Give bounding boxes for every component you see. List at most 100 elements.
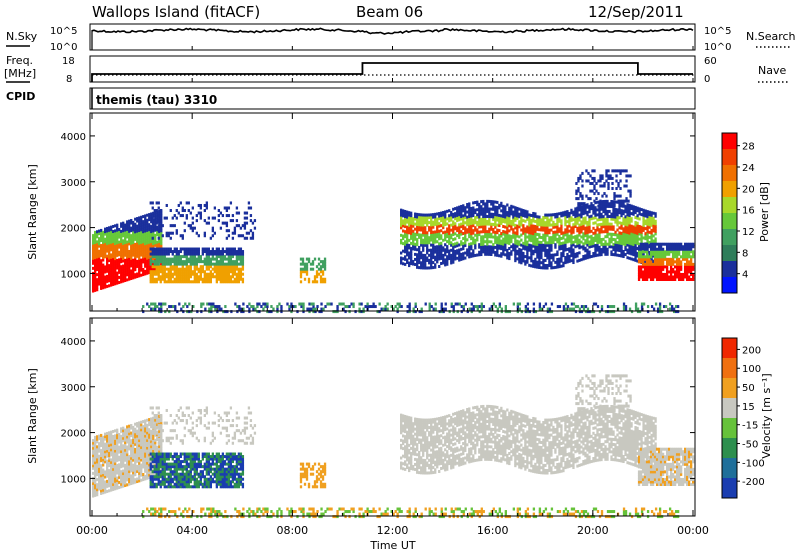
power-cell xyxy=(138,274,141,278)
power-cell xyxy=(225,247,229,251)
power-cell xyxy=(148,223,151,227)
power-cell xyxy=(564,210,567,214)
power-cell xyxy=(130,234,133,238)
power-cell xyxy=(659,242,663,246)
power-cell xyxy=(442,261,445,265)
power-cell xyxy=(321,277,325,281)
power-cell xyxy=(406,210,409,214)
power-cell xyxy=(600,212,603,216)
power-cell xyxy=(641,242,645,246)
power-cell xyxy=(452,233,455,237)
power-cell xyxy=(303,270,307,274)
power-cell xyxy=(191,255,194,259)
power-cell xyxy=(454,224,457,228)
power-cell xyxy=(163,252,166,256)
power-cell xyxy=(116,231,119,235)
power-cell xyxy=(410,211,413,215)
power-cell xyxy=(185,255,188,259)
power-cell xyxy=(235,277,239,281)
power-cell xyxy=(464,226,467,230)
power-cell xyxy=(122,221,125,225)
power-cell xyxy=(148,258,151,262)
power-cell xyxy=(201,265,204,269)
power-cell xyxy=(148,228,151,232)
power-cell xyxy=(221,267,225,271)
power-cell xyxy=(486,242,489,246)
power-cell xyxy=(319,260,323,264)
power-cell xyxy=(654,302,658,306)
power-cell xyxy=(177,270,180,274)
power-cell xyxy=(506,203,509,207)
power-cell xyxy=(458,233,461,237)
power-cell xyxy=(514,223,517,227)
power-cell xyxy=(148,235,151,239)
power-cell xyxy=(231,267,235,271)
power-cell xyxy=(436,260,439,264)
power-cell xyxy=(146,236,149,240)
power-cell xyxy=(611,176,614,180)
power-cell xyxy=(663,265,667,269)
power-cell xyxy=(185,270,188,274)
power-cell xyxy=(215,275,219,279)
power-cell xyxy=(185,265,188,269)
power-cell xyxy=(154,213,157,217)
power-cell xyxy=(110,263,113,267)
power-cell xyxy=(201,252,204,256)
power-cell xyxy=(185,252,188,256)
power-cell xyxy=(604,217,607,221)
power-cell xyxy=(201,277,204,281)
power-cell xyxy=(490,207,493,211)
power-cell xyxy=(179,250,182,254)
power-cell xyxy=(623,184,626,188)
power-cell xyxy=(605,169,608,173)
power-cell xyxy=(608,237,611,241)
power-cell xyxy=(151,247,154,251)
power-cell xyxy=(158,302,161,306)
power-cell xyxy=(161,247,164,251)
power-cell xyxy=(235,265,239,269)
power-cell xyxy=(560,219,563,223)
power-cell xyxy=(134,230,137,234)
power-cell xyxy=(612,225,615,229)
power-cell xyxy=(552,230,555,234)
power-cell xyxy=(446,217,449,221)
power-cell xyxy=(313,275,317,279)
power-cell xyxy=(155,277,158,281)
power-cell xyxy=(150,230,153,234)
power-cell xyxy=(679,272,683,276)
power-cell xyxy=(452,207,455,211)
power-cell xyxy=(213,206,217,210)
power-cell xyxy=(446,235,449,239)
power-cell xyxy=(173,247,176,251)
power-cell xyxy=(644,232,647,236)
power-cell xyxy=(124,248,127,252)
power-cell xyxy=(134,237,137,241)
power-cell xyxy=(550,261,553,265)
power-cell xyxy=(488,217,491,221)
power-colorbar-tick-label: 16 xyxy=(742,206,755,217)
power-cell xyxy=(122,254,125,258)
power-cell xyxy=(173,280,176,284)
power-cell xyxy=(150,267,153,271)
power-cell xyxy=(193,277,196,281)
power-cell xyxy=(348,305,351,309)
power-cell xyxy=(512,302,516,306)
power-cell xyxy=(136,229,139,233)
power-cell xyxy=(112,257,115,261)
power-cell xyxy=(195,250,198,254)
velocity-cell xyxy=(120,470,123,474)
power-cell xyxy=(130,229,133,233)
power-cell xyxy=(410,216,413,220)
power-cell xyxy=(231,260,235,264)
power-cell xyxy=(225,224,229,228)
power-cell xyxy=(221,250,225,254)
power-cell xyxy=(592,226,595,230)
power-cell xyxy=(612,305,616,309)
power-cell xyxy=(235,272,239,276)
power-cell xyxy=(197,255,200,259)
velocity-cell xyxy=(122,444,125,448)
power-cell xyxy=(452,260,455,264)
power-cell xyxy=(470,214,473,218)
power-cell xyxy=(480,200,483,204)
power-cell xyxy=(233,272,237,276)
